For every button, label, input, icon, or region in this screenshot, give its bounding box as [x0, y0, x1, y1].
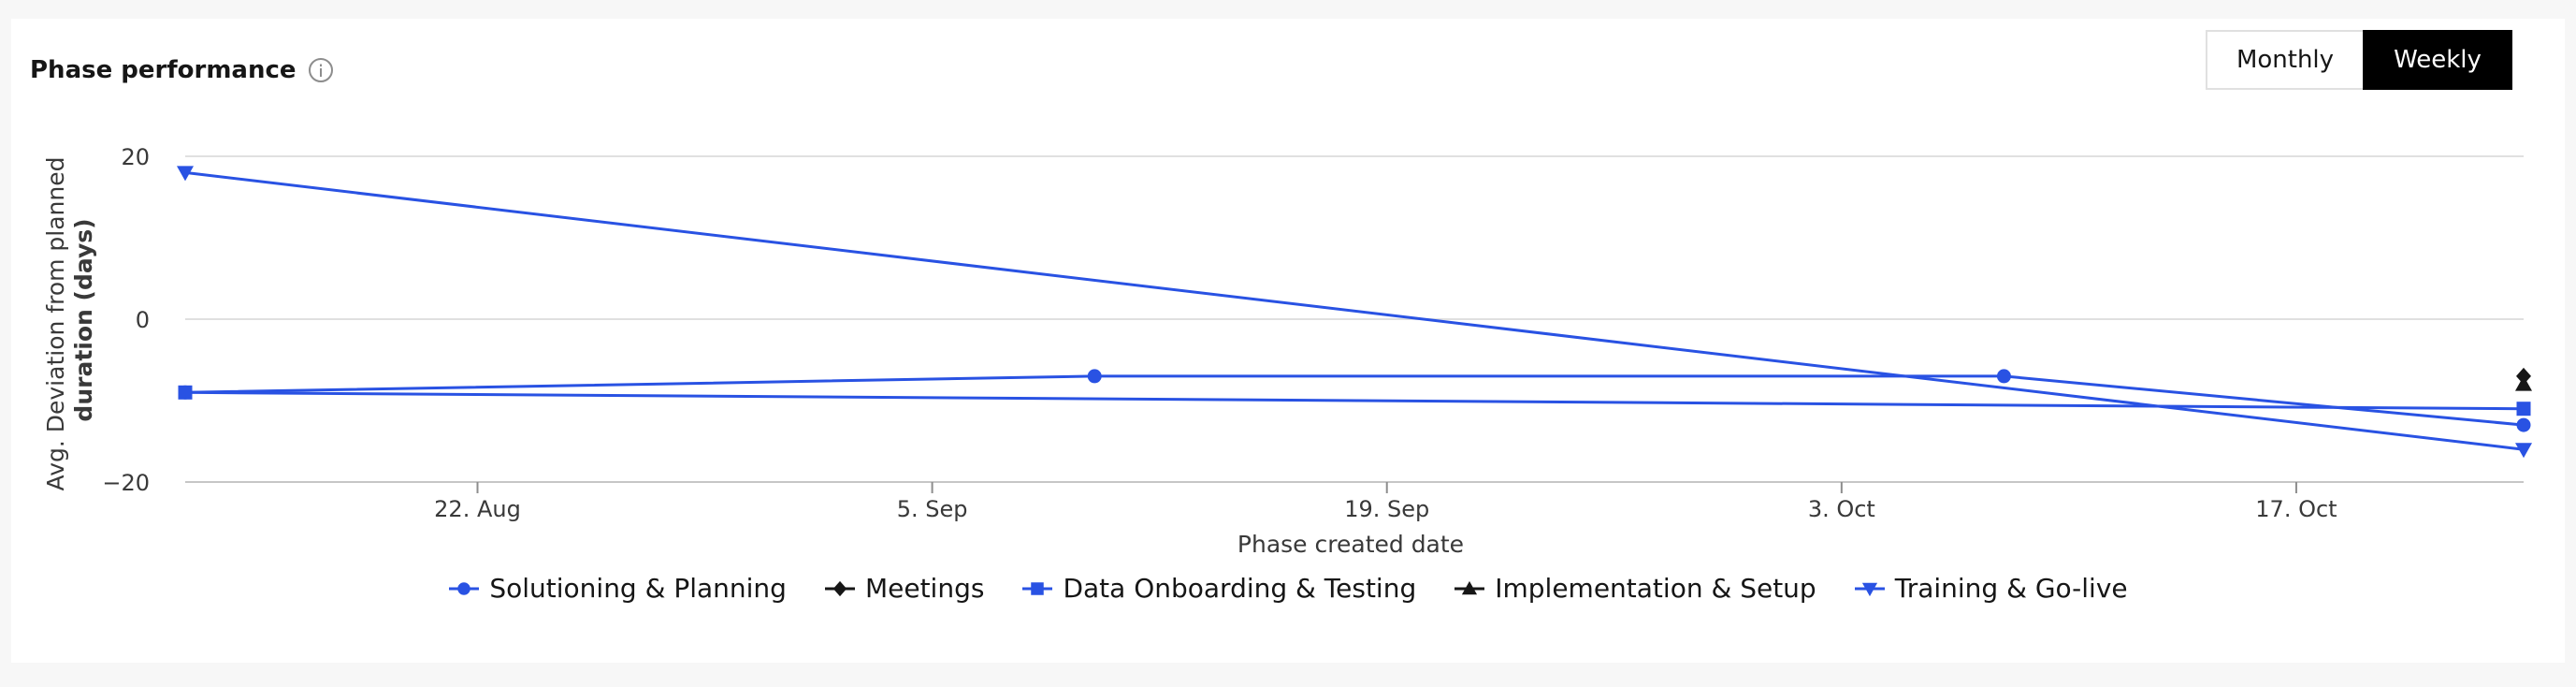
- chart-header: Phase performance: [30, 56, 334, 84]
- legend-marker-icon: [449, 581, 480, 595]
- legend-marker-icon: [824, 580, 855, 596]
- y-tick-label: 20: [121, 144, 150, 170]
- data-point-training-go-live: [2515, 443, 2532, 459]
- series-line-solutioning-planning: [184, 374, 2525, 427]
- series-line-data-onboarding-testing: [184, 390, 2525, 411]
- weekly-button[interactable]: Weekly: [2363, 30, 2512, 90]
- data-point-data-onboarding-testing: [178, 385, 193, 400]
- legend-label: Implementation & Setup: [1495, 573, 1816, 604]
- legend-label: Training & Go-live: [1894, 573, 2128, 604]
- x-tick-label: 3. Oct: [1808, 496, 1875, 522]
- legend-marker-shape: [1031, 581, 1045, 595]
- data-point-data-onboarding-testing: [2516, 402, 2531, 417]
- chart-legend: Solutioning & Planning Meetings Data Onboa…: [0, 573, 2576, 604]
- legend-label: Meetings: [864, 573, 985, 604]
- data-point-implementation-setup: [2515, 375, 2532, 391]
- y-axis-label-line2: duration (days): [70, 218, 97, 421]
- legend-item-data-onboarding-testing[interactable]: Data Onboarding & Testing: [1021, 573, 1416, 604]
- data-point-solutioning-planning: [1087, 369, 1102, 384]
- data-point-solutioning-planning: [1996, 369, 2011, 384]
- legend-label: Data Onboarding & Testing: [1063, 573, 1417, 604]
- data-point-solutioning-planning: [2516, 417, 2531, 432]
- phase-performance-card: [11, 19, 2565, 663]
- legend-marker-icon: [1022, 581, 1053, 595]
- chart-title: Phase performance: [30, 56, 297, 84]
- grid-lines: [185, 155, 2524, 483]
- y-tick-label: 0: [136, 307, 150, 333]
- monthly-button[interactable]: Monthly: [2206, 30, 2363, 90]
- legend-item-implementation-setup[interactable]: Implementation & Setup: [1454, 573, 1816, 604]
- x-tick-label: 19. Sep: [1344, 496, 1429, 522]
- legend-label: Solutioning & Planning: [489, 573, 787, 604]
- y-axis-label: Avg. Deviation from planned duration (da…: [42, 150, 97, 491]
- series-markers: [177, 166, 2532, 459]
- legend-item-solutioning-planning[interactable]: Solutioning & Planning: [448, 573, 787, 604]
- x-tick-label: 22. Aug: [434, 496, 521, 522]
- series-line-training-go-live: [184, 170, 2525, 451]
- series-lines: [184, 170, 2525, 451]
- y-tick-label: −20: [102, 470, 150, 496]
- y-axis-ticks: 20 0 −20: [102, 144, 150, 496]
- legend-marker-shape: [1861, 582, 1877, 596]
- data-point-training-go-live: [177, 166, 194, 182]
- x-axis-ticks: 22. Aug 5. Sep 19. Sep 3. Oct 17. Oct: [434, 482, 2337, 522]
- legend-marker-icon: [1854, 582, 1885, 596]
- legend-item-meetings[interactable]: Meetings: [824, 573, 984, 604]
- legend-marker-icon: [1454, 580, 1485, 594]
- legend-item-training-go-live[interactable]: Training & Go-live: [1854, 573, 2128, 604]
- y-axis-label-line1: Avg. Deviation from planned: [42, 157, 69, 491]
- legend-marker-shape: [1462, 580, 1478, 594]
- period-toggle: Monthly Weekly: [2206, 30, 2512, 90]
- legend-marker-shape: [457, 581, 471, 595]
- x-tick-label: 17. Oct: [2255, 496, 2337, 522]
- x-tick-label: 5. Sep: [897, 496, 968, 522]
- legend-marker-shape: [832, 580, 847, 596]
- line-chart: 20 0 −20 22. Aug 5. Sep 19. Sep 3. Oct 17. Oct…: [42, 144, 2532, 558]
- x-axis-label: Phase created date: [1237, 531, 1464, 558]
- info-icon[interactable]: [308, 57, 334, 83]
